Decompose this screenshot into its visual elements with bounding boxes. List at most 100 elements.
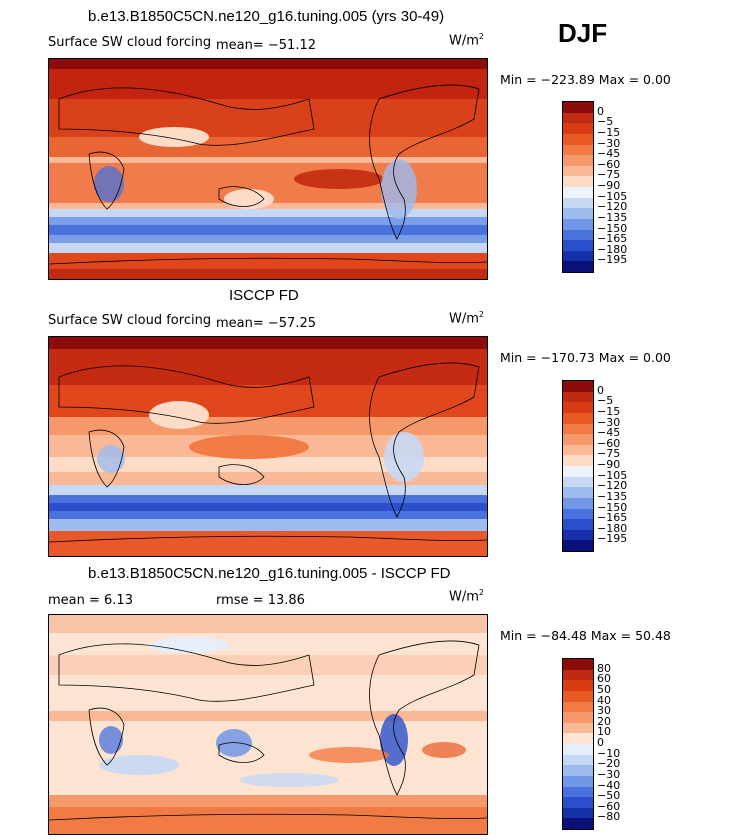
colorbar-swatch <box>563 240 593 252</box>
colorbar-level-label: −5 <box>597 115 614 129</box>
colorbar-swatch <box>563 218 593 230</box>
colorbar-swatch <box>563 455 593 467</box>
colorbar-level-label: 0 <box>597 104 604 118</box>
panel2-variable-label: Surface SW cloud forcing <box>48 313 212 328</box>
colorbar-level-label: −60 <box>597 436 621 450</box>
colorbar-level-label: −180 <box>597 242 628 256</box>
panel2-colorbar <box>562 380 594 552</box>
colorbar-swatch <box>563 187 593 198</box>
colorbar-swatch <box>563 487 593 499</box>
panel1-map <box>48 58 488 280</box>
colorbar-swatch <box>563 690 593 702</box>
panel2-minmax: Min = −170.73 Max = 0.00 <box>500 350 671 365</box>
colorbar-level-label: −195 <box>597 253 628 267</box>
colorbar-level-label: −60 <box>597 157 621 171</box>
colorbar-level-label: −75 <box>597 168 621 182</box>
colorbar-level-label: −20 <box>597 757 621 771</box>
panel3-title: b.e13.B1850C5CN.ne120_g16.tuning.005 - I… <box>88 565 451 582</box>
colorbar-swatch <box>563 540 593 552</box>
colorbar-level-label: 0 <box>597 383 604 397</box>
colorbar-swatch <box>563 818 593 830</box>
colorbar-swatch <box>563 712 593 724</box>
colorbar-swatch <box>563 508 593 520</box>
colorbar-level-label: −15 <box>597 404 621 418</box>
colorbar-swatch <box>563 423 593 435</box>
colorbar-level-label: −90 <box>597 458 621 471</box>
colorbar-level-label: −40 <box>597 778 621 792</box>
colorbar-swatch <box>563 659 593 670</box>
colorbar-level-label: −150 <box>597 221 628 235</box>
colorbar-level-label: −135 <box>597 489 628 503</box>
colorbar-level-label: −30 <box>597 415 621 429</box>
colorbar-swatch <box>563 165 593 177</box>
colorbar-swatch <box>563 102 593 113</box>
colorbar-swatch <box>563 701 593 713</box>
colorbar-swatch <box>563 112 593 124</box>
colorbar-level-label: 80 <box>597 661 611 675</box>
panel3-rmse-label: rmse = 13.86 <box>216 593 305 608</box>
panel3-colorbar <box>562 658 594 830</box>
colorbar-level-label: −80 <box>597 810 621 824</box>
colorbar-swatch <box>563 434 593 446</box>
colorbar-level-label: −30 <box>597 767 621 781</box>
colorbar-level-label: −30 <box>597 136 621 150</box>
colorbar-swatch <box>563 744 593 755</box>
colorbar-swatch <box>563 444 593 456</box>
colorbar-level-label: −50 <box>597 789 621 803</box>
colorbar-level-label: −60 <box>597 799 621 813</box>
colorbar-swatch <box>563 497 593 509</box>
panel1-minmax: Min = −223.89 Max = 0.00 <box>500 72 671 87</box>
colorbar-swatch <box>563 133 593 145</box>
colorbar-swatch <box>563 155 593 167</box>
panel1-colorbar <box>562 101 594 273</box>
colorbar-swatch <box>563 261 593 273</box>
colorbar-level-label: −15 <box>597 125 621 139</box>
colorbar-level-label: 20 <box>597 714 611 728</box>
colorbar-swatch <box>563 197 593 209</box>
colorbar-level-label: 0 <box>597 736 604 749</box>
colorbar-level-label: 10 <box>597 725 611 739</box>
colorbar-swatch <box>563 144 593 156</box>
colorbar-swatch <box>563 466 593 477</box>
colorbar-swatch <box>563 786 593 798</box>
colorbar-level-label: −165 <box>597 232 628 246</box>
colorbar-swatch <box>563 775 593 787</box>
colorbar-level-label: −120 <box>597 479 628 493</box>
colorbar-swatch <box>563 229 593 241</box>
colorbar-level-label: −135 <box>597 210 628 224</box>
colorbar-swatch <box>563 807 593 819</box>
colorbar-level-label: 30 <box>597 704 611 718</box>
colorbar-swatch <box>563 208 593 220</box>
panel2-map <box>48 336 488 557</box>
colorbar-swatch <box>563 669 593 681</box>
colorbar-swatch <box>563 412 593 424</box>
panel2-units: W/m2 <box>449 310 484 327</box>
colorbar-level-label: −105 <box>597 468 628 482</box>
colorbar-swatch <box>563 519 593 531</box>
colorbar-level-label: −105 <box>597 189 628 203</box>
colorbar-level-label: −120 <box>597 200 628 214</box>
panel3-units: W/m2 <box>449 588 484 605</box>
colorbar-level-label: −90 <box>597 179 621 192</box>
colorbar-swatch <box>563 722 593 734</box>
colorbar-swatch <box>563 402 593 414</box>
panel3-minmax: Min = −84.48 Max = 50.48 <box>500 628 671 643</box>
colorbar-swatch <box>563 765 593 777</box>
colorbar-level-label: −45 <box>597 147 621 161</box>
panel1-title: b.e13.B1850C5CN.ne120_g16.tuning.005 (yr… <box>88 8 445 25</box>
colorbar-level-label: −75 <box>597 447 621 461</box>
colorbar-level-label: −5 <box>597 394 614 408</box>
colorbar-swatch <box>563 476 593 488</box>
colorbar-swatch <box>563 250 593 262</box>
colorbar-level-label: −195 <box>597 532 628 546</box>
colorbar-level-label: 50 <box>597 682 611 696</box>
colorbar-level-label: −150 <box>597 500 628 514</box>
panel1-mean-label: mean= −51.12 <box>216 38 317 53</box>
colorbar-swatch <box>563 176 593 188</box>
colorbar-swatch <box>563 797 593 809</box>
panel3-mean-label: mean = 6.13 <box>48 593 133 608</box>
panel2-mean-label: mean= −57.25 <box>216 316 317 331</box>
colorbar-level-label: −180 <box>597 521 628 535</box>
colorbar-swatch <box>563 754 593 766</box>
colorbar-swatch <box>563 680 593 692</box>
